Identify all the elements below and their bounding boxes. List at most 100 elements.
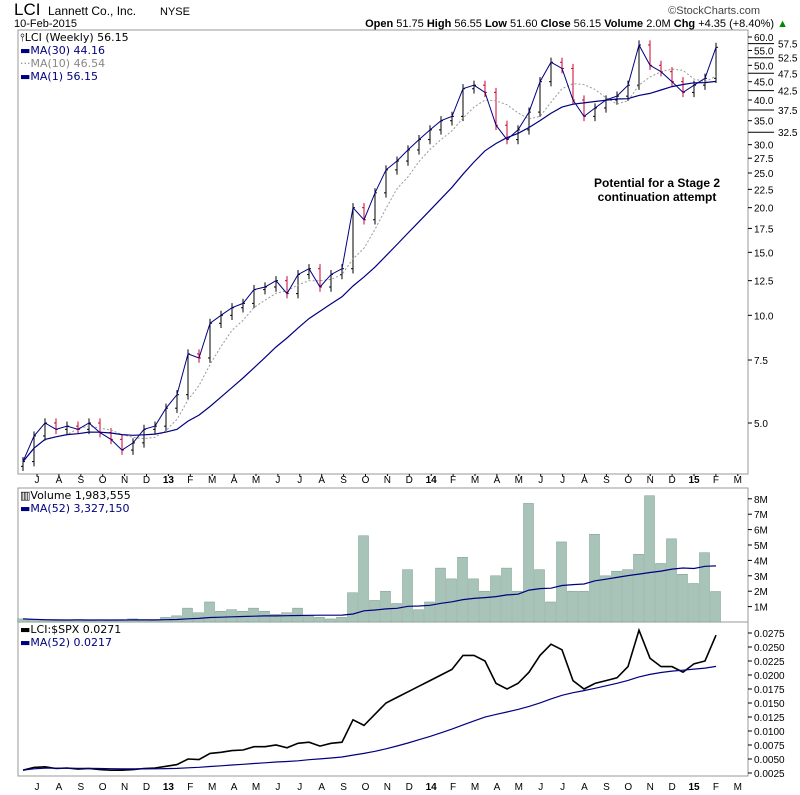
- price-tick-label: 27.5: [754, 154, 774, 165]
- price-tick-label: 60.0: [754, 33, 774, 44]
- ratio-tick-label: 0.0100: [754, 727, 785, 738]
- low-label: Low: [484, 18, 507, 30]
- legend-vol-ma-text: MA(52) 3,327,150: [30, 502, 130, 515]
- month-label: J: [297, 475, 302, 486]
- volume-bar: [105, 620, 116, 623]
- month-label: N: [121, 475, 128, 486]
- volume-bar: [402, 569, 413, 623]
- month-label: S: [340, 475, 347, 486]
- volume-bar: [446, 578, 457, 623]
- volume-bar: [435, 567, 446, 623]
- volume-tick-label: 6M: [754, 526, 768, 537]
- legend-price-text: LCI (Weekly) 56.15: [24, 31, 129, 44]
- volume-bar: [413, 609, 424, 623]
- price-tick-label: 22.5: [754, 185, 774, 196]
- price-tick-label: 10.0: [754, 311, 774, 322]
- volume-bar: [534, 569, 545, 623]
- ma1-line: [22, 43, 717, 462]
- month-label: M: [252, 475, 260, 486]
- month-label: D: [143, 782, 150, 793]
- chg-value: +4.35 (+8.40%): [698, 18, 775, 30]
- price-tick-label: 12.5: [754, 277, 774, 288]
- volume-bar: [17, 618, 28, 623]
- volume-bar: [149, 620, 160, 623]
- month-label: M: [208, 782, 216, 793]
- ratio-tick-label: 0.0025: [754, 769, 785, 780]
- legend-ma10: ···MA(10) 46.54: [20, 57, 106, 70]
- volume-bar: [347, 592, 358, 623]
- price-tick-label: 50.0: [754, 61, 774, 72]
- price-tick-label: 40.0: [754, 96, 774, 107]
- volume-bar: [490, 575, 501, 623]
- volume-bar: [578, 590, 589, 623]
- ratio-tick-label: 0.0175: [754, 685, 785, 696]
- month-label: O: [624, 782, 632, 793]
- month-label: A: [231, 475, 238, 486]
- volume-bar: [677, 574, 688, 623]
- month-label: M: [252, 782, 260, 793]
- month-label: O: [99, 475, 107, 486]
- volume-bar: [380, 590, 391, 623]
- volume-tick-label: 8M: [754, 495, 768, 506]
- month-label: M: [471, 782, 479, 793]
- ratio-tick-label: 0.0050: [754, 755, 785, 766]
- high-label: High: [426, 18, 452, 30]
- volume-bar: [512, 590, 523, 623]
- ratio-tick-label: 0.0150: [754, 699, 785, 710]
- month-label: S: [340, 782, 347, 793]
- volume-bar: [633, 553, 644, 623]
- month-label: S: [77, 782, 84, 793]
- price-tick-label: 42.5: [778, 87, 798, 98]
- volume-bar: [61, 620, 72, 623]
- ratio-line: [22, 627, 717, 771]
- volume-bar: [567, 590, 578, 623]
- ratio-tick-label: 0.0075: [754, 741, 785, 752]
- volume-bar: [666, 538, 677, 623]
- month-label: A: [318, 782, 325, 793]
- ohlc-icon: ⫯: [20, 31, 25, 44]
- annotation-line-2: continuation attempt: [597, 190, 717, 204]
- volume-bar: [50, 620, 61, 623]
- month-label: 15: [688, 782, 700, 793]
- volume-bar: [325, 618, 336, 623]
- month-label: N: [647, 475, 654, 486]
- price-tick-label: 45.0: [754, 78, 774, 89]
- volume-ma-line: [22, 565, 717, 621]
- month-label: D: [406, 782, 413, 793]
- month-label: J: [538, 782, 543, 793]
- price-tick-label: 20.0: [754, 204, 774, 215]
- volume-bar: [655, 563, 666, 623]
- month-label: S: [603, 475, 610, 486]
- month-label: D: [143, 475, 150, 486]
- legend-volume-text: Volume 1,983,555: [30, 489, 131, 502]
- month-label: F: [450, 475, 456, 486]
- price-tick-label: 30.0: [754, 141, 774, 152]
- month-label: S: [603, 782, 610, 793]
- legend-ma1: ▬MA(1) 56.15: [20, 70, 98, 83]
- legend-ratio-text: LCI:$SPX 0.0271: [30, 623, 122, 636]
- volume-bar: [589, 533, 600, 623]
- month-label: M: [734, 475, 742, 486]
- price-tick-label: 7.5: [754, 356, 768, 367]
- month-label: N: [647, 782, 654, 793]
- price-tick-label: 35.0: [754, 117, 774, 128]
- legend-ma1-text: MA(1) 56.15: [30, 70, 98, 83]
- close-label: Close: [540, 18, 571, 30]
- month-label: M: [515, 782, 523, 793]
- month-label: A: [231, 782, 238, 793]
- month-label: M: [471, 475, 479, 486]
- volume-tick-label: 3M: [754, 572, 768, 583]
- ratio-tick-label: 0.0275: [754, 629, 785, 640]
- volume-bar: [336, 617, 347, 623]
- symbol: LCI: [14, 0, 41, 19]
- month-label: D: [668, 475, 675, 486]
- month-label: N: [384, 475, 391, 486]
- legend-vol-ma: ▬MA(52) 3,327,150: [20, 502, 130, 515]
- price-tick-label: 47.5: [778, 69, 798, 80]
- ratio-tick-label: 0.0250: [754, 643, 785, 654]
- month-label: O: [99, 782, 107, 793]
- close-value: 56.15: [573, 18, 602, 30]
- volume-bar: [259, 610, 270, 623]
- volume-bar: [39, 620, 50, 623]
